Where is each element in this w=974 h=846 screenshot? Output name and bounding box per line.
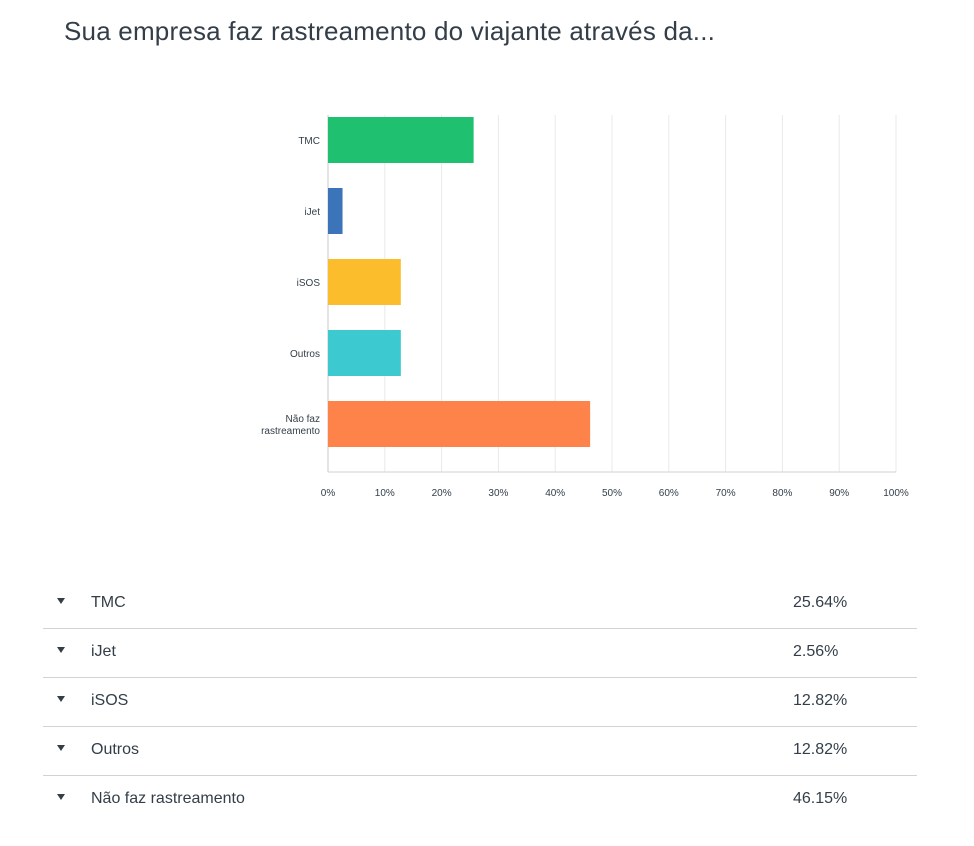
row-value: 46.15% <box>793 790 848 807</box>
row-label: iSOS <box>91 692 129 709</box>
x-tick-label: 80% <box>772 488 792 499</box>
category-label: iJet <box>304 207 320 218</box>
row-label: Outros <box>91 741 140 758</box>
bar <box>328 401 591 447</box>
caret-down-icon[interactable] <box>57 745 65 751</box>
table-row: Outros 12.82% <box>43 727 917 776</box>
caret-down-icon[interactable] <box>57 794 65 800</box>
row-value: 12.82% <box>793 692 848 709</box>
row-value: 25.64% <box>793 594 848 611</box>
results-table: TMC 25.64% iJet 2.56% iSOS 12.82% Outros… <box>43 580 917 824</box>
category-label: Não faz rastreamento <box>261 414 320 437</box>
row-value: 12.82% <box>793 741 848 758</box>
row-label: iJet <box>91 643 116 660</box>
row-value: 2.56% <box>793 643 839 660</box>
caret-down-icon[interactable] <box>57 696 65 702</box>
bar <box>328 117 474 163</box>
caret-down-icon[interactable] <box>57 598 65 604</box>
x-tick-label: 90% <box>829 488 849 499</box>
bar <box>328 259 401 305</box>
category-label: TMC <box>298 136 320 147</box>
bar <box>328 330 401 376</box>
row-label: Não faz rastreamento <box>91 790 245 807</box>
table-row: iSOS 12.82% <box>43 678 917 727</box>
x-tick-label: 70% <box>716 488 736 499</box>
chart-title: Sua empresa faz rastreamento do viajante… <box>64 16 716 46</box>
bar <box>328 188 343 234</box>
x-tick-label: 50% <box>602 488 622 499</box>
bar-chart: TMC iJet iSOS Outros Não faz rastreamento 0% 1… <box>261 115 909 499</box>
category-label: iSOS <box>297 278 321 289</box>
x-tick-label: 30% <box>488 488 508 499</box>
x-tick-label: 100% <box>883 488 909 499</box>
x-tick-label: 40% <box>545 488 565 499</box>
table-row: TMC 25.64% <box>43 580 917 629</box>
caret-down-icon[interactable] <box>57 647 65 653</box>
x-tick-label: 60% <box>659 488 679 499</box>
category-label: Outros <box>290 349 320 360</box>
x-tick-label: 0% <box>321 488 336 499</box>
row-label: TMC <box>91 594 126 611</box>
table-row: Não faz rastreamento 46.15% <box>43 776 917 824</box>
x-tick-label: 10% <box>375 488 395 499</box>
table-row: iJet 2.56% <box>43 629 917 678</box>
x-tick-label: 20% <box>432 488 452 499</box>
